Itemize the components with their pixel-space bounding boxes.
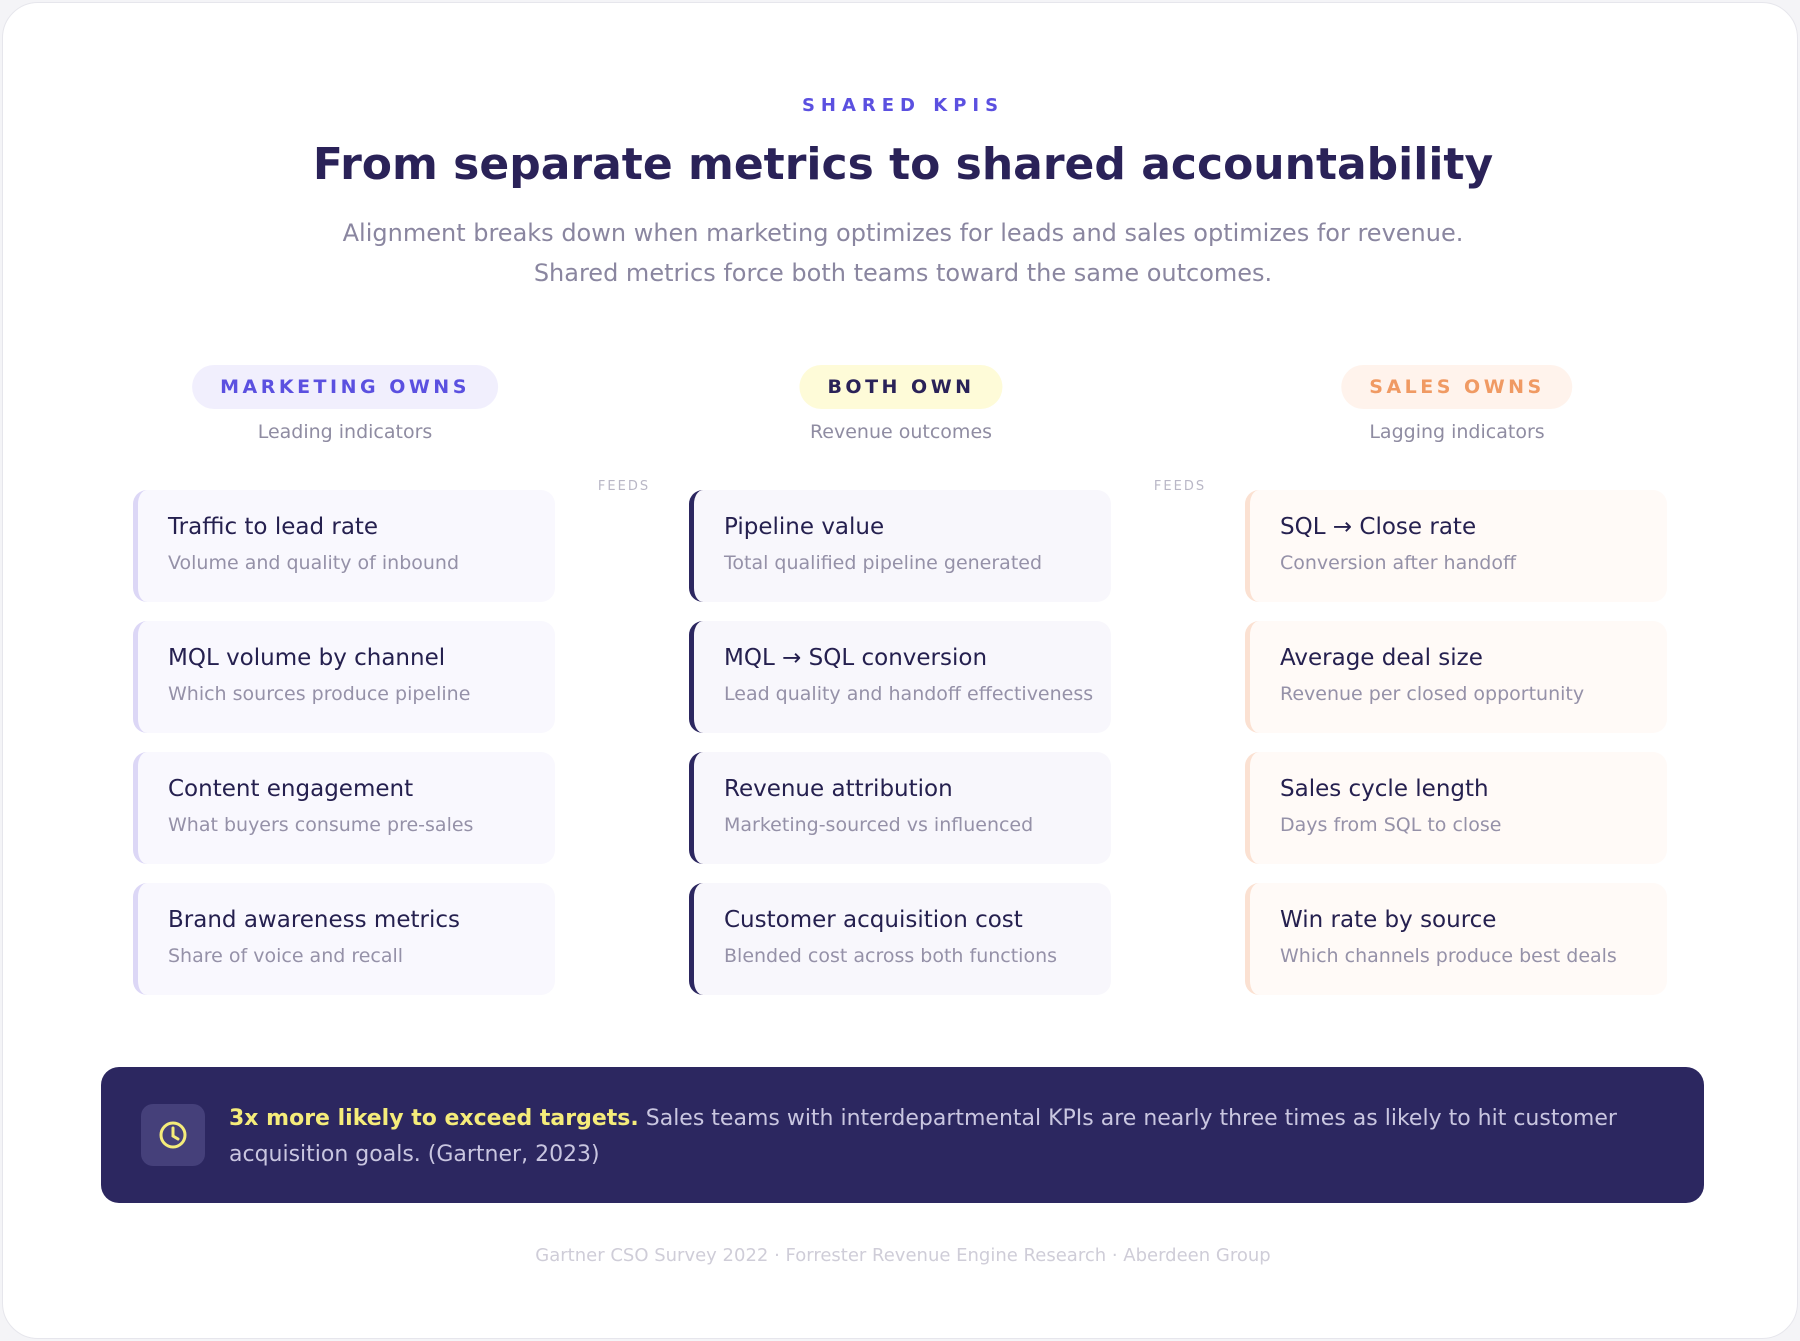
callout-text: 3x more likely to exceed targets. Sales … — [229, 1101, 1649, 1173]
card-title: Average deal size — [1280, 645, 1483, 671]
card-desc: Days from SQL to close — [1280, 814, 1502, 836]
text: Sales teams with interdepartmental KPIs … — [229, 1106, 1617, 1167]
card-desc: Share of voice and recall — [168, 945, 404, 967]
card-title: Pipeline value — [724, 514, 885, 540]
eyebrow: SHARED KPIS — [801, 95, 1005, 116]
kpi-card: Traffic to lead rate Volume and quality o… — [133, 490, 555, 602]
kpi-card: Brand awareness metrics Share of voice an… — [133, 883, 555, 995]
card-desc: Which channels produce best deals — [1280, 945, 1617, 967]
connector-label: FEEDS — [1153, 479, 1207, 494]
card-desc: Revenue per closed opportunity — [1280, 683, 1585, 705]
highlight: 3x more likely to exceed targets. — [229, 1106, 639, 1131]
badge: SALES OWNS — [1341, 365, 1573, 409]
caption: Leading indicators — [257, 421, 433, 443]
caption: Lagging indicators — [1369, 421, 1545, 443]
icon — [141, 1104, 205, 1166]
card-title: Content engagement — [168, 776, 414, 802]
card-desc: Which sources produce pipeline — [168, 683, 471, 705]
card-desc: Marketing-sourced vs influenced — [724, 814, 1034, 836]
kpi-card: Sales cycle length Days from SQL to close — [1245, 752, 1667, 864]
connector-label: FEEDS — [597, 479, 651, 494]
caption: Revenue outcomes — [809, 421, 993, 443]
card-desc: Lead quality and handoff effectiveness — [724, 683, 1094, 705]
kpi-card: SQL → Close rate Conversion after handoff — [1245, 490, 1667, 602]
clock-icon — [159, 1121, 187, 1149]
footer: Gartner CSO Survey 2022 · Forrester Reve… — [535, 1245, 1271, 1266]
kpi-card: Content engagement What buyers consume pr… — [133, 752, 555, 864]
card-title: MQL → SQL conversion — [724, 645, 988, 671]
callout: 3x more likely to exceed targets. Sales … — [101, 1067, 1704, 1203]
card-title: Customer acquisition cost — [724, 907, 1023, 933]
card-desc: Total qualified pipeline generated — [724, 552, 1043, 574]
card-title: Brand awareness metrics — [168, 907, 460, 933]
badge: MARKETING OWNS — [192, 365, 498, 409]
subtitle: Shared metrics force both teams toward t… — [533, 259, 1273, 287]
kpi-card: MQL volume by channel Which sources produ… — [133, 621, 555, 733]
card-title: Win rate by source — [1280, 907, 1497, 933]
kpi-card: Customer acquisition cost Blended cost ac… — [689, 883, 1111, 995]
kpi-card: MQL → SQL conversion Lead quality and han… — [689, 621, 1111, 733]
kpi-card: Pipeline value Total qualified pipeline g… — [689, 490, 1111, 602]
card-title: Revenue attribution — [724, 776, 953, 802]
card-title: Traffic to lead rate — [168, 514, 379, 540]
card-title: Sales cycle length — [1280, 776, 1489, 802]
kpi-card: Win rate by source Which channels produce… — [1245, 883, 1667, 995]
card-desc: What buyers consume pre-sales — [168, 814, 474, 836]
card-desc: Blended cost across both functions — [724, 945, 1058, 967]
kpi-card: Average deal size Revenue per closed oppo… — [1245, 621, 1667, 733]
title: From separate metrics to shared accounta… — [312, 139, 1494, 190]
card-title: SQL → Close rate — [1280, 514, 1477, 540]
badge: BOTH OWN — [799, 365, 1003, 409]
kpi-card: Revenue attribution Marketing-sourced vs … — [689, 752, 1111, 864]
card-title: MQL volume by channel — [168, 645, 446, 671]
card-desc: Volume and quality of inbound — [168, 552, 460, 574]
card-desc: Conversion after handoff — [1280, 552, 1517, 574]
subtitle: Alignment breaks down when marketing opt… — [342, 219, 1464, 247]
